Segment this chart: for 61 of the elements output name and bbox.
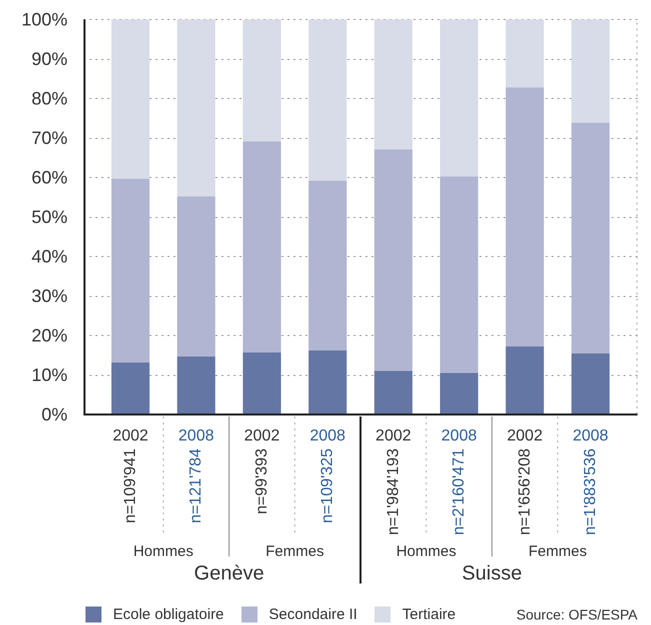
bar bbox=[440, 20, 478, 176]
text: n=99'393 bbox=[253, 448, 270, 514]
text: Suisse bbox=[462, 562, 522, 584]
x-tick-label: 2002 bbox=[244, 428, 280, 444]
y-tick-label: 30% bbox=[31, 286, 68, 306]
x-tick-label: 2002 bbox=[112, 428, 148, 444]
y-tick-label: 80% bbox=[31, 88, 68, 108]
y-tick-label: 100% bbox=[21, 10, 68, 30]
bar bbox=[374, 149, 412, 372]
text: n=109'941 bbox=[122, 448, 139, 524]
bar bbox=[111, 20, 150, 179]
bar bbox=[308, 180, 347, 351]
text: n=1'656'208 bbox=[516, 448, 534, 536]
bar bbox=[177, 196, 216, 356]
text: Hommes bbox=[133, 543, 194, 560]
bar bbox=[571, 20, 610, 123]
text: n=1'883'536 bbox=[582, 448, 600, 536]
legend-label: Secondaire II bbox=[268, 606, 358, 622]
bar bbox=[177, 20, 216, 196]
text: n=121'784 bbox=[188, 448, 205, 524]
y-tick-label: 10% bbox=[31, 365, 68, 385]
text: Femmes bbox=[266, 543, 324, 560]
legend-label: Ecole obligatoire bbox=[113, 606, 224, 622]
x-tick-label: 2008 bbox=[441, 428, 477, 444]
x-tick-label: 2008 bbox=[178, 428, 214, 444]
y-tick-label: 60% bbox=[31, 168, 68, 188]
x-tick-label: 2002 bbox=[506, 428, 543, 444]
text: n=1'984'193 bbox=[384, 448, 402, 536]
bar bbox=[242, 142, 281, 352]
x-tick-label: 2002 bbox=[376, 428, 412, 444]
y-tick-label: 50% bbox=[31, 207, 68, 227]
text: n=109'325 bbox=[319, 448, 336, 524]
bar bbox=[506, 87, 544, 347]
bar bbox=[111, 178, 150, 362]
bar bbox=[242, 352, 281, 414]
bar bbox=[308, 20, 347, 181]
y-tick-label: 40% bbox=[31, 246, 68, 266]
bar bbox=[571, 353, 610, 414]
text: Genève bbox=[194, 562, 264, 584]
legend-label: Tertiaire bbox=[402, 606, 456, 622]
bar bbox=[374, 20, 412, 150]
bar bbox=[177, 356, 216, 414]
x-tick-label: 2008 bbox=[310, 428, 346, 444]
bar bbox=[440, 176, 478, 374]
bar bbox=[506, 20, 544, 88]
bar bbox=[571, 122, 610, 354]
bar bbox=[308, 350, 347, 414]
bar bbox=[242, 20, 281, 142]
bar bbox=[374, 371, 412, 414]
source-note: Source: OFS/ESPA bbox=[516, 606, 638, 622]
text: Hommes bbox=[396, 543, 456, 560]
bar bbox=[111, 362, 150, 414]
text: n=2'160'471 bbox=[450, 448, 468, 536]
y-tick-label: 90% bbox=[31, 49, 68, 69]
y-tick-label: 0% bbox=[41, 404, 68, 424]
y-tick-label: 70% bbox=[31, 128, 68, 148]
x-tick-label: 2008 bbox=[572, 428, 608, 444]
text: Femmes bbox=[528, 543, 587, 560]
y-tick-label: 20% bbox=[31, 326, 68, 346]
bar bbox=[440, 373, 478, 414]
bar bbox=[506, 346, 544, 414]
